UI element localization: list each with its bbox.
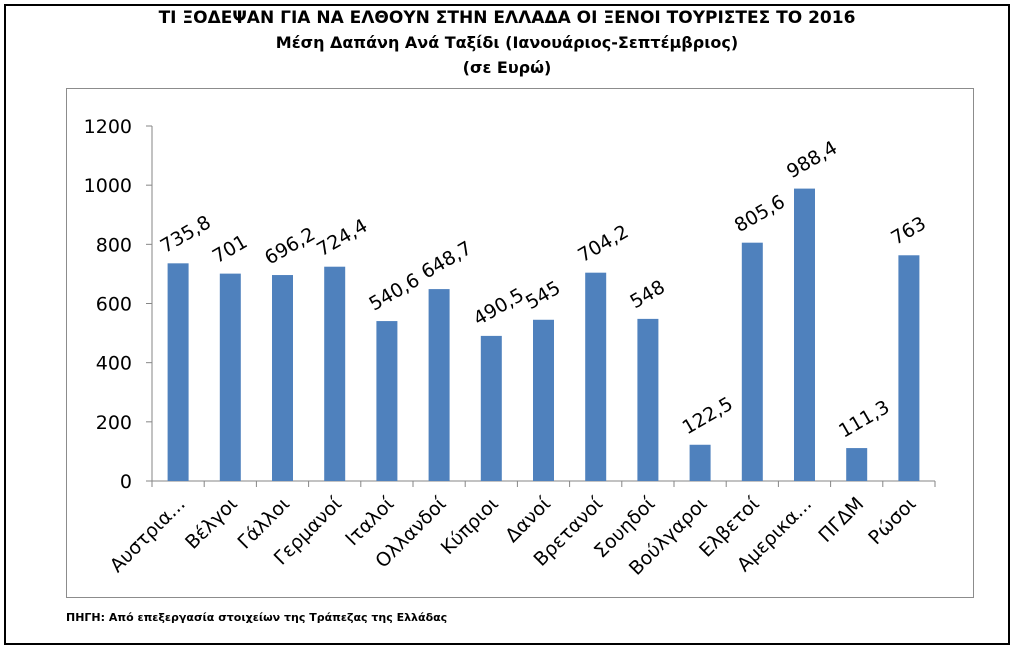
y-tick-label: 800 — [96, 234, 132, 256]
y-tick-label: 1000 — [84, 175, 132, 197]
data-label: 735,8 — [157, 211, 215, 257]
data-label: 122,5 — [679, 393, 737, 439]
bar — [741, 242, 763, 481]
data-label: 701 — [209, 231, 251, 268]
chart-subtitle: Μέση Δαπάνη Ανά Ταξίδι (Ιανουάριος-Σεπτέ… — [275, 33, 739, 52]
source-note: ΠΗΓΗ: Από επεξεργασία στοιχείων της Τράπ… — [66, 611, 448, 624]
chart-unit-subtitle: (σε Ευρώ) — [462, 58, 552, 77]
data-label: 111,3 — [835, 396, 893, 442]
bar — [533, 319, 554, 481]
bar — [272, 275, 293, 481]
data-label: 648,7 — [418, 237, 476, 283]
x-tick-label: Αυστρια... — [106, 493, 190, 577]
data-label: 704,2 — [574, 221, 632, 267]
bar — [585, 272, 607, 481]
y-tick-label: 1200 — [84, 116, 132, 138]
bar — [167, 263, 189, 481]
data-label: 490,5 — [470, 284, 528, 330]
data-label: 545 — [522, 277, 564, 314]
bar — [428, 289, 450, 481]
bar — [637, 318, 659, 481]
bar — [898, 255, 920, 481]
data-label: 805,6 — [731, 191, 789, 237]
bar — [689, 444, 711, 481]
data-label: 548 — [626, 276, 668, 313]
y-tick-label: 400 — [96, 353, 132, 375]
data-label: 696,2 — [261, 223, 319, 269]
data-label: 763 — [887, 212, 929, 249]
x-tick-label: Βέλγοι — [181, 493, 242, 554]
bar — [376, 321, 398, 481]
y-tick-label: 200 — [96, 412, 132, 434]
x-tick-label: Κύπριοι — [437, 493, 503, 559]
data-label: 988,4 — [783, 137, 841, 183]
bar — [219, 273, 241, 481]
y-tick-label: 600 — [96, 294, 132, 316]
bar — [794, 188, 815, 481]
data-label: 724,4 — [313, 215, 371, 261]
x-tick-label: Ρώσοι — [864, 493, 920, 549]
plot-area-border — [66, 88, 974, 598]
chart-title: ΤΙ ΞΟΔΕΨΑΝ ΓΙΑ ΝΑ ΕΛΘΟΥΝ ΣΤΗΝ ΕΛΛΑΔΑ ΟΙ … — [158, 8, 856, 28]
bar — [846, 448, 868, 481]
y-tick-label: 0 — [120, 471, 132, 493]
bar — [480, 335, 502, 481]
x-tick-label: ΠΓΔΜ — [814, 493, 868, 547]
bar — [324, 266, 346, 481]
data-label: 540,6 — [365, 269, 423, 315]
